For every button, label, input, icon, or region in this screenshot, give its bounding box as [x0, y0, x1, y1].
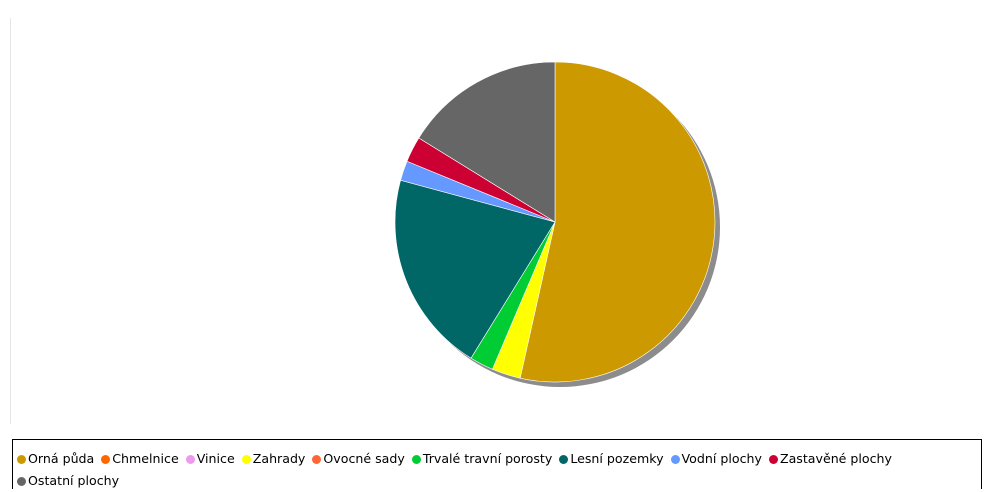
legend-label: Chmelnice	[112, 451, 179, 466]
legend-label: Ostatní plochy	[28, 473, 120, 488]
legend-marker	[101, 455, 111, 464]
legend-label: Lesní pozemky	[570, 451, 664, 466]
legend-item-zahrady[interactable]: Zahrady	[241, 448, 306, 470]
legend-label: Orná půda	[28, 451, 95, 466]
legend-label: Zastavěné plochy	[779, 451, 892, 466]
pie-chart	[394, 61, 720, 387]
legend: Orná půda Chmelnice Vinice Zahrady Ovocné sa…	[12, 439, 982, 489]
legend-marker	[17, 455, 26, 464]
legend-marker	[312, 455, 322, 464]
legend-label: Vinice	[196, 451, 235, 466]
legend-label: Ovocné sady	[323, 451, 405, 466]
legend-marker	[559, 455, 569, 464]
legend-label: Trvalé travní porosty	[422, 451, 553, 466]
legend-item-ostatni-plochy[interactable]: Ostatní plochy	[17, 470, 119, 492]
legend-marker	[17, 477, 26, 486]
left-divider-line	[10, 18, 11, 424]
legend-item-vinice[interactable]: Vinice	[185, 448, 235, 470]
legend-marker	[768, 455, 778, 464]
legend-item-chmelnice[interactable]: Chmelnice	[101, 448, 179, 470]
legend-item-zastavene-plochy[interactable]: Zastavěné plochy	[768, 448, 892, 470]
legend-item-trvale-travni-porosty[interactable]: Trvalé travní porosty	[411, 448, 553, 470]
legend-marker	[241, 455, 251, 464]
legend-item-orna-puda[interactable]: Orná půda	[17, 448, 94, 470]
legend-marker	[185, 455, 195, 464]
legend-item-vodni-plochy[interactable]: Vodní plochy	[670, 448, 762, 470]
legend-marker	[670, 455, 680, 464]
pie-slices	[394, 61, 716, 383]
pie-slice-orna-puda[interactable]	[519, 61, 716, 383]
legend-label: Vodní plochy	[681, 451, 762, 466]
pie-slice-ostatni-plochy[interactable]	[418, 61, 556, 223]
legend-item-lesni-pozemky[interactable]: Lesní pozemky	[559, 448, 664, 470]
pie-slice-lesni-pozemky[interactable]	[394, 179, 556, 359]
legend-label: Zahrady	[252, 451, 306, 466]
legend-marker	[411, 455, 421, 464]
legend-item-ovocne-sady[interactable]: Ovocné sady	[312, 448, 405, 470]
